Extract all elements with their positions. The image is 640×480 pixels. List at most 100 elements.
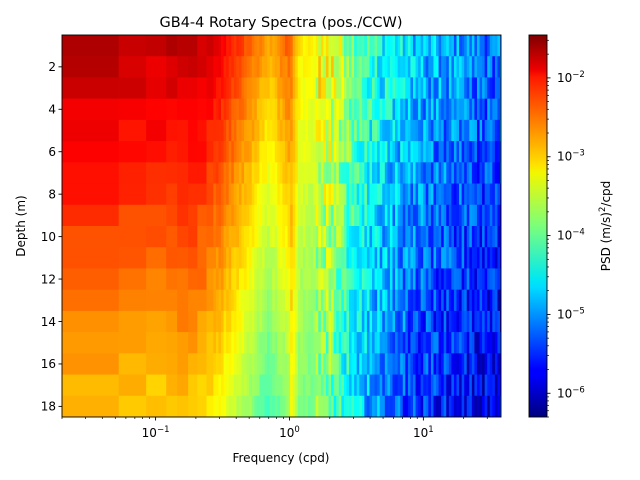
x-tick-label-exp: −1 [157, 425, 170, 435]
heatmap-cell [482, 35, 486, 57]
heatmap-cell [415, 98, 419, 121]
heatmap-cell [410, 77, 414, 100]
heatmap-cell [325, 310, 330, 333]
heatmap-cell [412, 77, 417, 100]
heatmap-cell [197, 98, 208, 121]
heatmap-cell [177, 204, 189, 227]
heatmap-cell [256, 98, 261, 121]
heatmap-cell [310, 162, 314, 185]
heatmap-cell [451, 268, 455, 291]
heatmap-cell [338, 353, 342, 376]
heatmap-cell [405, 98, 409, 121]
heatmap-cell [249, 247, 253, 270]
heatmap-cell [384, 183, 388, 206]
heatmap-cell [466, 204, 470, 227]
heatmap-cell [305, 268, 309, 291]
heatmap-cell [256, 204, 261, 227]
heatmap-cell [323, 119, 327, 142]
heatmap-cell [343, 226, 348, 248]
heatmap-cell [285, 204, 289, 227]
heatmap-cell [395, 35, 399, 57]
heatmap-cell [308, 289, 312, 312]
heatmap-cell [213, 141, 217, 163]
heatmap-cell [482, 395, 486, 417]
heatmap-cell [188, 310, 198, 333]
heatmap-cell [430, 35, 435, 57]
heatmap-cell [308, 332, 312, 354]
heatmap-cell [500, 98, 501, 121]
heatmap-cell [356, 56, 360, 79]
heatmap-cell [392, 332, 396, 354]
heatmap-cell [356, 77, 360, 100]
heatmap-cell [228, 56, 232, 79]
heatmap-cell [395, 77, 399, 100]
heatmap-cell [287, 77, 291, 100]
heatmap-cell [351, 310, 355, 333]
heatmap-cell [305, 247, 309, 270]
heatmap-cell [456, 35, 460, 57]
heatmap-cell [285, 183, 289, 206]
heatmap-cell [313, 204, 317, 227]
heatmap-cell [333, 310, 337, 333]
heatmap-cell [251, 98, 255, 121]
heatmap-cell [354, 310, 358, 333]
heatmap-cell [420, 56, 424, 79]
heatmap-cell [448, 35, 452, 57]
heatmap-cell [366, 204, 371, 227]
heatmap-cell [364, 310, 368, 333]
heatmap-cell [389, 204, 394, 227]
heatmap-cell [420, 247, 424, 270]
y-tick-label: 18 [41, 400, 56, 414]
heatmap-cell [438, 310, 442, 333]
heatmap-cell [423, 310, 427, 333]
heatmap-cell [484, 162, 488, 185]
heatmap-cell [310, 183, 314, 206]
heatmap-cell [443, 162, 447, 185]
heatmap-cell [436, 35, 440, 57]
heatmap-cell [285, 141, 289, 163]
heatmap-cell [466, 183, 470, 206]
heatmap-cell [310, 119, 314, 142]
heatmap-cell [274, 268, 278, 291]
heatmap-cell [433, 332, 437, 354]
heatmap-cell [361, 35, 365, 57]
heatmap-cell [320, 141, 324, 163]
heatmap-cell [400, 119, 404, 142]
heatmap-cell [261, 162, 266, 185]
heatmap-cell [412, 332, 417, 354]
heatmap-cell [379, 119, 383, 142]
heatmap-cell [466, 162, 470, 185]
heatmap-cell [374, 98, 378, 121]
heatmap-cell [359, 353, 363, 376]
heatmap-cell [387, 119, 391, 142]
heatmap-cell [351, 395, 355, 417]
heatmap-cell [407, 119, 412, 142]
heatmap-cell [405, 353, 409, 376]
heatmap-cell [197, 395, 208, 417]
heatmap-cell [315, 77, 319, 100]
heatmap-cell [451, 183, 455, 206]
heatmap-cell [341, 310, 345, 333]
heatmap-cell [213, 162, 217, 185]
heatmap-cell [407, 332, 412, 354]
heatmap-cell [302, 98, 307, 121]
heatmap-cell [223, 289, 227, 312]
heatmap-cell [295, 268, 299, 291]
heatmap-cell [341, 119, 345, 142]
heatmap-cell [320, 77, 324, 100]
heatmap-cell [489, 289, 493, 312]
heatmap-cell [236, 98, 240, 121]
heatmap-cell [287, 268, 291, 291]
heatmap-cell [466, 332, 470, 354]
heatmap-cell [456, 395, 460, 417]
heatmap-cell [272, 119, 276, 142]
heatmap-cell [336, 56, 340, 79]
heatmap-cell [497, 162, 501, 185]
heatmap-cell [428, 395, 432, 417]
heatmap-cell [213, 353, 217, 376]
heatmap-cell [497, 289, 501, 312]
heatmap-cell [395, 395, 399, 417]
heatmap-cell [325, 162, 330, 185]
heatmap-cell [251, 141, 255, 163]
heatmap-cell [451, 247, 455, 270]
